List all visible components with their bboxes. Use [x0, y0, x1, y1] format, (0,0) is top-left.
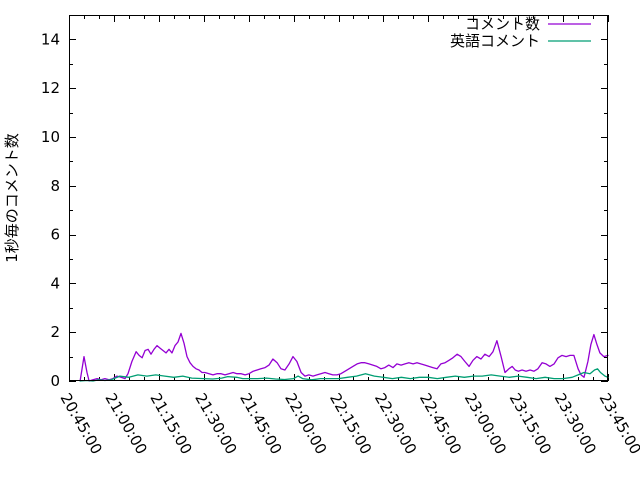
y-tick-label: 14 — [41, 30, 60, 48]
x-tick-label: 23:30:00 — [551, 390, 600, 457]
legend: コメント数 英語コメント — [450, 15, 591, 50]
x-tick-label: 21:15:00 — [146, 390, 195, 457]
x-tick-label: 20:45:00 — [57, 390, 106, 457]
y-axis-title: 1秒毎のコメント数 — [3, 133, 21, 263]
axis-tick-labels: 20:45:0021:00:0021:15:0021:30:0021:45:00… — [41, 30, 640, 457]
y-tick-label: 0 — [50, 372, 60, 390]
x-tick-label: 22:45:00 — [416, 390, 465, 457]
x-tick-label: 23:00:00 — [461, 390, 510, 457]
series-line-0 — [79, 332, 609, 382]
x-tick-label: 21:00:00 — [101, 390, 150, 457]
plot-border — [69, 15, 608, 381]
y-tick-label: 8 — [50, 177, 60, 195]
x-tick-label: 22:15:00 — [326, 390, 375, 457]
x-tick-label: 22:00:00 — [281, 390, 330, 457]
axis-ticks — [69, 15, 609, 382]
x-tick-label: 21:30:00 — [191, 390, 240, 457]
y-tick-label: 10 — [41, 128, 60, 146]
series-line-1 — [79, 368, 609, 382]
x-tick-label: 23:15:00 — [506, 390, 555, 457]
legend-label-english: 英語コメント — [450, 32, 540, 50]
y-tick-label: 4 — [50, 274, 60, 292]
y-tick-label: 12 — [41, 79, 60, 97]
data-series — [79, 332, 609, 382]
x-tick-label: 22:30:00 — [371, 390, 420, 457]
legend-label-comments: コメント数 — [465, 15, 540, 33]
x-tick-label: 23:45:00 — [596, 390, 640, 457]
y-tick-label: 6 — [50, 226, 60, 244]
y-tick-label: 2 — [50, 323, 60, 341]
x-tick-label: 21:45:00 — [236, 390, 285, 457]
